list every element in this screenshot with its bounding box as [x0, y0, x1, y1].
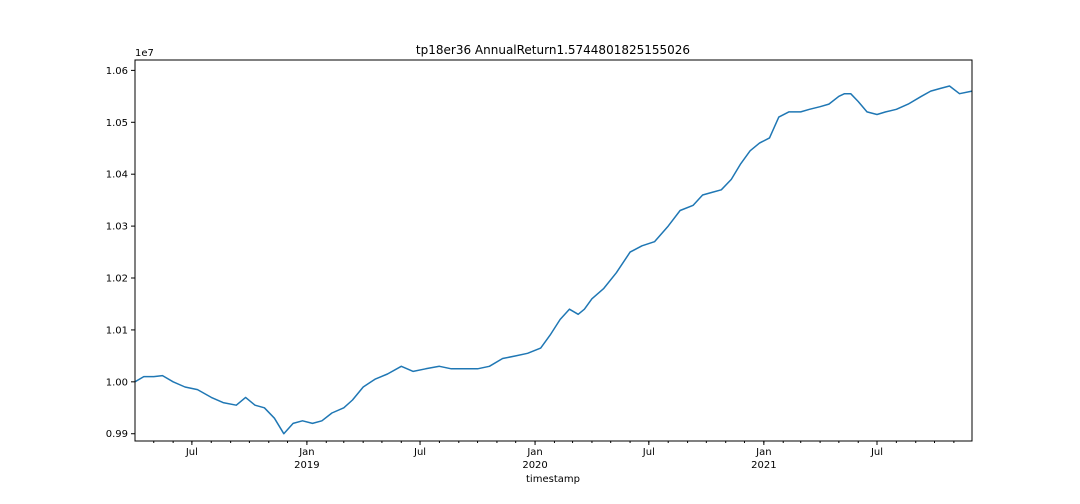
x-tick-label-5: Jan [755, 447, 771, 458]
y-tick-label-4: 1.03 [106, 222, 128, 233]
x-tick-label-3: Jan [526, 447, 542, 458]
x-tick-label-4: Jul [642, 447, 655, 458]
y-tick-label-7: 1.06 [106, 66, 128, 77]
x-tick-label-0: Jul [185, 447, 198, 458]
y-axis-offset-label: 1e7 [135, 48, 154, 59]
y-tick-label-2: 1.01 [106, 325, 128, 336]
x-tick-year-label-3: 2020 [522, 460, 547, 471]
x-tick-year-label-5: 2021 [751, 460, 776, 471]
x-tick-year-label-1: 2019 [294, 460, 319, 471]
x-tick-label-2: Jul [413, 447, 426, 458]
series-line [134, 85, 973, 435]
y-tick-label-6: 1.05 [106, 118, 128, 129]
y-tick-label-3: 1.02 [106, 274, 128, 285]
y-tick-label-1: 1.00 [106, 377, 128, 388]
y-tick-label-0: 0.99 [106, 429, 128, 440]
plot-area: 0.99 1.00 1.01 1.02 1.03 1.04 1.05 1.06 Jul Jan 20… [106, 59, 973, 471]
y-tick-label-5: 1.04 [106, 170, 128, 181]
x-axis-label: timestamp [526, 474, 580, 485]
axes-frame [134, 59, 973, 442]
chart-title: tp18er36 AnnualReturn1.5744801825155026 [416, 43, 690, 57]
x-tick-label-1: Jan [298, 447, 314, 458]
x-tick-label-6: Jul [870, 447, 883, 458]
